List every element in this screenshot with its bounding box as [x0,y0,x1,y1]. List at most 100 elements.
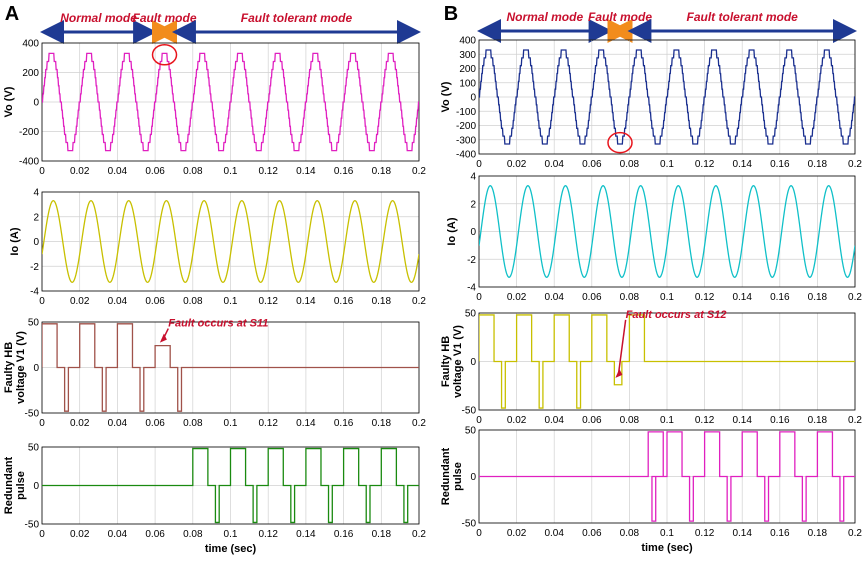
x-tick-label: 0.14 [732,159,752,170]
y-axis-label: Redundant [3,456,15,514]
x-tick-label: 0 [39,296,45,307]
x-tick-label: 0.04 [108,529,128,540]
x-tick-label: 0.12 [258,418,278,429]
x-tick-label: 0.04 [544,159,564,170]
mode-label-tolerant: Fault tolerant mode [241,11,353,25]
x-tick-label: 0.14 [296,529,316,540]
x-tick-label: 0.1 [660,528,674,539]
x-tick-label: 0.2 [412,529,426,540]
x-tick-label: 0.08 [620,415,640,426]
y-tick-label: 300 [459,50,476,61]
x-tick-label: 0.2 [412,296,426,307]
y-axis-label: voltage V1 (V) [452,325,464,398]
x-tick-label: 0.02 [507,415,527,426]
x-tick-label: 0.08 [183,529,203,540]
x-tick-label: 0.18 [372,418,392,429]
subplot-red: 0 0.02 0.04 0.06 0.08 0.1 0.12 0.14 0.16 0.18 0.2 -… [440,426,862,555]
x-tick-label: 0 [476,292,482,303]
fault-annotation: Fault occurs at S11 [168,318,268,330]
y-tick-label: 2 [33,212,39,223]
annotation-arrowhead [615,368,623,378]
x-tick-label: 0.02 [70,296,90,307]
x-tick-label: 0.1 [660,159,674,170]
x-tick-label: 0.08 [183,418,203,429]
y-tick-label: 0 [33,481,39,492]
mode-label-fault: Fault mode [588,10,652,24]
x-tick-label: 0.18 [372,166,392,177]
x-tick-label: 0.02 [70,418,90,429]
x-tick-label: 0.02 [507,528,527,539]
y-axis-label: Vo (V) [3,86,15,117]
y-tick-label: -50 [25,409,40,420]
x-tick-label: 0.04 [108,296,128,307]
x-tick-label: 0.16 [334,529,354,540]
x-tick-label: 0.06 [145,166,165,177]
mode-label-normal: Normal mode [60,11,137,25]
series-v1 [479,314,855,409]
y-axis-label: voltage V1 (V) [15,331,27,404]
x-tick-label: 0.18 [808,415,828,426]
subplot-vo: 0 0.02 0.04 0.06 0.08 0.1 0.12 0.14 0.16 0.18 0.2 -… [440,36,862,171]
x-tick-label: 0.02 [70,166,90,177]
y-tick-label: -50 [25,520,40,531]
y-tick-label: 0 [33,237,39,248]
y-tick-label: 50 [465,309,477,320]
series-v1 [42,323,419,412]
y-axis-label: Io (A) [9,227,21,255]
x-tick-label: 0.18 [808,528,828,539]
x-tick-label: 0.06 [582,415,602,426]
series-io [479,185,855,278]
x-tick-label: 0.06 [145,296,165,307]
x-tick-label: 0.12 [258,296,278,307]
subplot-red: 0 0.02 0.04 0.06 0.08 0.1 0.12 0.14 0.16 0.18 0.2 -… [3,443,426,556]
x-tick-label: 0.1 [224,529,238,540]
y-tick-label: -100 [456,107,476,118]
mode-label-tolerant: Fault tolerant mode [687,10,799,24]
x-tick-label: 0 [476,528,482,539]
mode-label-fault: Fault mode [133,11,197,25]
y-tick-label: -50 [462,519,477,530]
x-tick-label: 0.02 [507,292,527,303]
y-tick-label: 400 [22,39,39,50]
y-tick-label: -400 [19,157,39,168]
x-tick-label: 0.2 [412,418,426,429]
x-tick-label: 0.16 [770,528,790,539]
subplot-v1: 0 0.02 0.04 0.06 0.08 0.1 0.12 0.14 0.16 0.18 0.2 -… [440,309,862,427]
x-tick-label: 0.06 [582,159,602,170]
y-tick-label: -200 [19,127,39,138]
x-tick-label: 0.12 [695,159,715,170]
y-axis-label: Redundant [440,447,452,505]
x-tick-label: 0 [476,159,482,170]
x-tick-label: 0.06 [145,418,165,429]
y-tick-label: 200 [459,64,476,75]
x-tick-label: 0.14 [732,528,752,539]
series-red [479,431,855,522]
x-tick-label: 0.16 [770,159,790,170]
y-tick-label: 0 [470,93,476,104]
x-tick-label: 0.1 [224,166,238,177]
x-tick-label: 0.08 [620,528,640,539]
series-vo [479,49,855,145]
x-tick-label: 0.16 [770,415,790,426]
x-tick-label: 0.18 [372,529,392,540]
y-tick-label: 100 [459,78,476,89]
x-tick-label: 0 [39,166,45,177]
y-tick-label: 200 [22,68,39,79]
y-tick-label: -400 [456,150,476,161]
subplot-vo: 0 0.02 0.04 0.06 0.08 0.1 0.12 0.14 0.16 0.18 0.2 -… [3,39,426,178]
x-tick-label: 0.12 [695,528,715,539]
x-tick-label: 0.16 [334,418,354,429]
y-axis-label: Io (A) [446,217,458,245]
y-tick-label: -2 [467,255,476,266]
x-axis-label: time (sec) [641,542,693,554]
y-tick-label: -50 [462,406,477,417]
series-io [42,199,419,284]
x-tick-label: 0.14 [732,292,752,303]
y-tick-label: 0 [470,227,476,238]
x-tick-label: 0.06 [582,528,602,539]
y-tick-label: -4 [467,283,476,294]
x-tick-label: 0.12 [695,415,715,426]
fault-marker-circle [151,44,178,66]
